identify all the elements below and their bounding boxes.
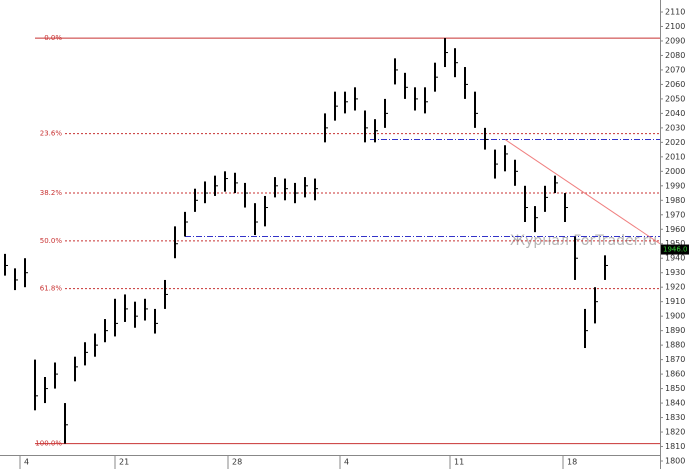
y-tick-label: 1900 [665,312,685,321]
last-price-box [661,244,689,255]
y-tick-label: 2000 [665,167,685,176]
fib-label: 50.0% [40,237,63,245]
y-tick-label: 1830 [665,413,685,422]
y-tick-label: 2060 [665,80,685,89]
y-tick-label: 1970 [665,210,685,219]
fib-label: 0.0% [44,34,62,42]
y-tick-label: 1870 [665,355,685,364]
y-tick-label: 1910 [665,297,685,306]
y-tick-label: 2040 [665,109,685,118]
trendline [504,139,661,245]
y-tick-label: 1850 [665,384,685,393]
y-tick-label: 1890 [665,326,685,335]
y-tick-label: 2080 [665,51,685,60]
y-tick-label: 2020 [665,138,685,147]
y-tick-label: 1820 [665,428,685,437]
y-tick-label: 1980 [665,196,685,205]
fib-label: 100.0% [35,440,62,448]
y-tick-label: 2030 [665,123,685,132]
watermark: Журнал ForTrader.ru [510,233,657,249]
y-tick-label: 2090 [665,36,685,45]
y-tick-label: 2070 [665,65,685,74]
y-tick-label: 2050 [665,94,685,103]
x-tick-label: 21 [119,458,129,467]
x-tick-label: 28 [232,458,242,467]
y-tick-label: 1860 [665,370,685,379]
y-tick-label: 2100 [665,22,685,31]
fib-label: 23.6% [40,130,63,138]
y-tick-label: 1930 [665,268,685,277]
y-tick-label: 1990 [665,181,685,190]
y-tick-label: 1880 [665,341,685,350]
y-tick-label: 1800 [665,457,685,466]
last-price-label: 1946.0 [663,246,688,254]
y-tick-label: 2010 [665,152,685,161]
y-tick-label: 1960 [665,225,685,234]
fib-label: 61.8% [40,285,63,293]
x-tick-label: 18 [567,458,577,467]
y-tick-label: 1920 [665,283,685,292]
y-tick-label: 1810 [665,442,685,451]
y-tick-label: 1950 [665,239,685,248]
y-tick-label: 1940 [665,254,685,263]
x-tick-label: 11 [454,458,464,467]
x-tick-label: 4 [24,458,29,467]
y-tick-label: 2110 [665,8,685,17]
y-tick-label: 1840 [665,399,685,408]
fib-label: 38.2% [40,189,63,197]
x-tick-label: 4 [344,458,349,467]
